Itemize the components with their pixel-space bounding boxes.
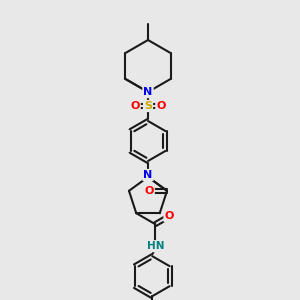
- Text: O: O: [144, 186, 154, 196]
- Text: O: O: [156, 101, 166, 111]
- Text: N: N: [143, 170, 153, 180]
- Text: O: O: [130, 101, 140, 111]
- Text: S: S: [144, 101, 152, 111]
- Text: HN: HN: [146, 241, 164, 251]
- Text: N: N: [143, 87, 153, 97]
- Text: O: O: [164, 211, 174, 221]
